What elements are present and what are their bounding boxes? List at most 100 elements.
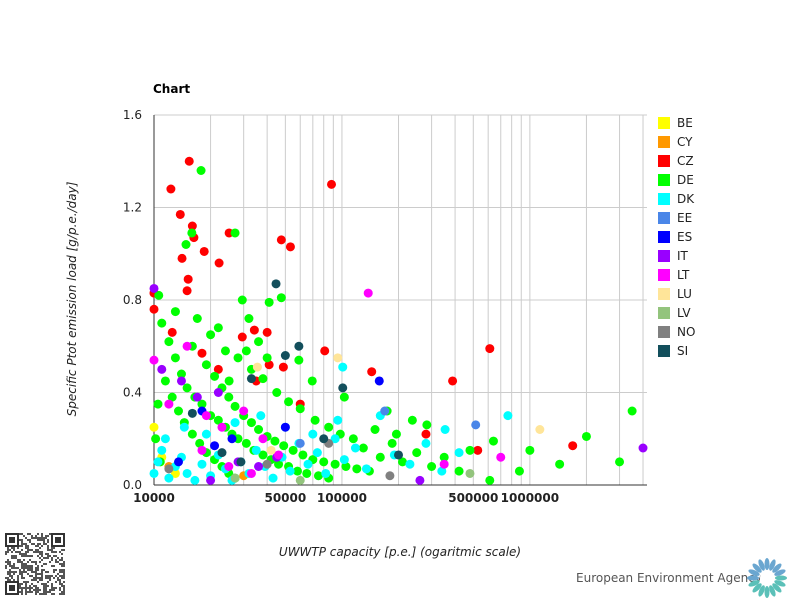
qr-module (53, 589, 55, 591)
legend-item-lu[interactable]: LU (658, 284, 695, 303)
legend-swatch (658, 230, 670, 243)
qr-module (37, 581, 39, 583)
legend-item-cy[interactable]: CY (658, 132, 695, 151)
gridlines (154, 114, 647, 485)
qr-module (15, 551, 17, 553)
qr-module (37, 577, 39, 579)
legend-item-de[interactable]: DE (658, 170, 695, 189)
legend-swatch (658, 173, 670, 186)
data-point-de (341, 462, 351, 471)
legend-item-si[interactable]: SI (658, 341, 695, 360)
qr-module (51, 589, 53, 591)
qr-module (45, 563, 47, 565)
data-point-de (153, 399, 163, 409)
qr-module (43, 587, 45, 589)
qr-module (39, 547, 41, 549)
qr-module (31, 549, 33, 551)
data-point-cz (262, 327, 272, 337)
qr-module (47, 591, 49, 593)
legend-item-it[interactable]: IT (658, 246, 695, 265)
legend-item-lt[interactable]: LT (658, 265, 695, 284)
qr-module (55, 555, 57, 557)
legend-item-be[interactable]: BE (658, 113, 695, 132)
qr-module (25, 563, 27, 565)
qr-module (41, 571, 43, 573)
qr-module (33, 577, 35, 579)
legend-label: DK (677, 191, 695, 206)
y-tick-label: 1.6 (123, 108, 142, 122)
data-point-de (196, 166, 206, 175)
data-point-dk (312, 448, 322, 458)
legend-label: DE (677, 172, 694, 187)
qr-module (17, 551, 19, 553)
data-point-de (454, 466, 464, 476)
qr-module (39, 537, 41, 539)
legend-item-cz[interactable]: CZ (658, 151, 695, 170)
data-point-lt (246, 468, 256, 478)
logo-petal (774, 580, 786, 587)
x-tick-label: 100000 (317, 491, 367, 505)
data-point-de (627, 406, 637, 416)
qr-module (39, 553, 41, 555)
data-point-de (176, 369, 186, 379)
qr-module (13, 547, 15, 549)
qr-module (13, 579, 15, 581)
legend-item-dk[interactable]: DK (658, 189, 695, 208)
data-point-de (298, 450, 308, 460)
qr-module (47, 575, 49, 577)
legend-item-no[interactable]: NO (658, 322, 695, 341)
legend-item-lv[interactable]: LV (658, 303, 695, 322)
qr-module (21, 545, 23, 547)
data-point-de (276, 293, 286, 303)
qr-module (23, 555, 25, 557)
legend-item-ee[interactable]: EE (658, 208, 695, 227)
data-point-dk (285, 466, 295, 476)
data-point-de (330, 459, 340, 469)
data-point-de (485, 475, 495, 485)
qr-module (37, 539, 39, 541)
qr-module (57, 557, 59, 559)
qr-module (27, 567, 29, 569)
legend: BE CY CZ DE DK EE ES IT LT LU LV NO SI (658, 113, 695, 360)
qr-module (7, 551, 9, 553)
data-point-lt (182, 341, 192, 351)
data-point-dk (160, 434, 170, 444)
qr-module (53, 551, 55, 553)
data-point-de (151, 434, 161, 444)
qr-module (29, 585, 31, 587)
qr-module (33, 561, 35, 563)
qr-module (21, 541, 23, 543)
qr-module (37, 565, 39, 567)
qr-module (25, 585, 27, 587)
qr-module (35, 591, 37, 593)
data-point-cz (182, 286, 192, 296)
data-point-no (164, 464, 174, 474)
legend-item-es[interactable]: ES (658, 227, 695, 246)
data-point-lu (252, 362, 262, 372)
data-point-es (173, 457, 183, 467)
qr-module (51, 565, 53, 567)
qr-module (41, 545, 43, 547)
data-point-dk (201, 429, 211, 439)
qr-module (9, 573, 11, 575)
data-point-dk (149, 468, 159, 478)
data-point-de (465, 445, 475, 455)
qr-module (59, 575, 61, 577)
qr-module (29, 587, 31, 589)
data-point-si (294, 341, 304, 351)
data-point-de (197, 399, 207, 409)
data-point-dk (330, 434, 340, 444)
qr-module (31, 565, 33, 567)
qr-module (21, 543, 23, 545)
qr-module (5, 567, 7, 569)
legend-swatch (658, 268, 670, 281)
qr-module (29, 541, 31, 543)
qr-module (19, 533, 21, 535)
legend-swatch (658, 116, 670, 129)
qr-module (33, 537, 35, 539)
qr-module (43, 583, 45, 585)
axes: 0.0 0.4 0.8 1.2 1.6 10000 50000 100000 500000 100… (123, 108, 647, 505)
qr-module (59, 559, 61, 561)
data-point-si (246, 374, 256, 384)
qr-module (9, 579, 11, 581)
